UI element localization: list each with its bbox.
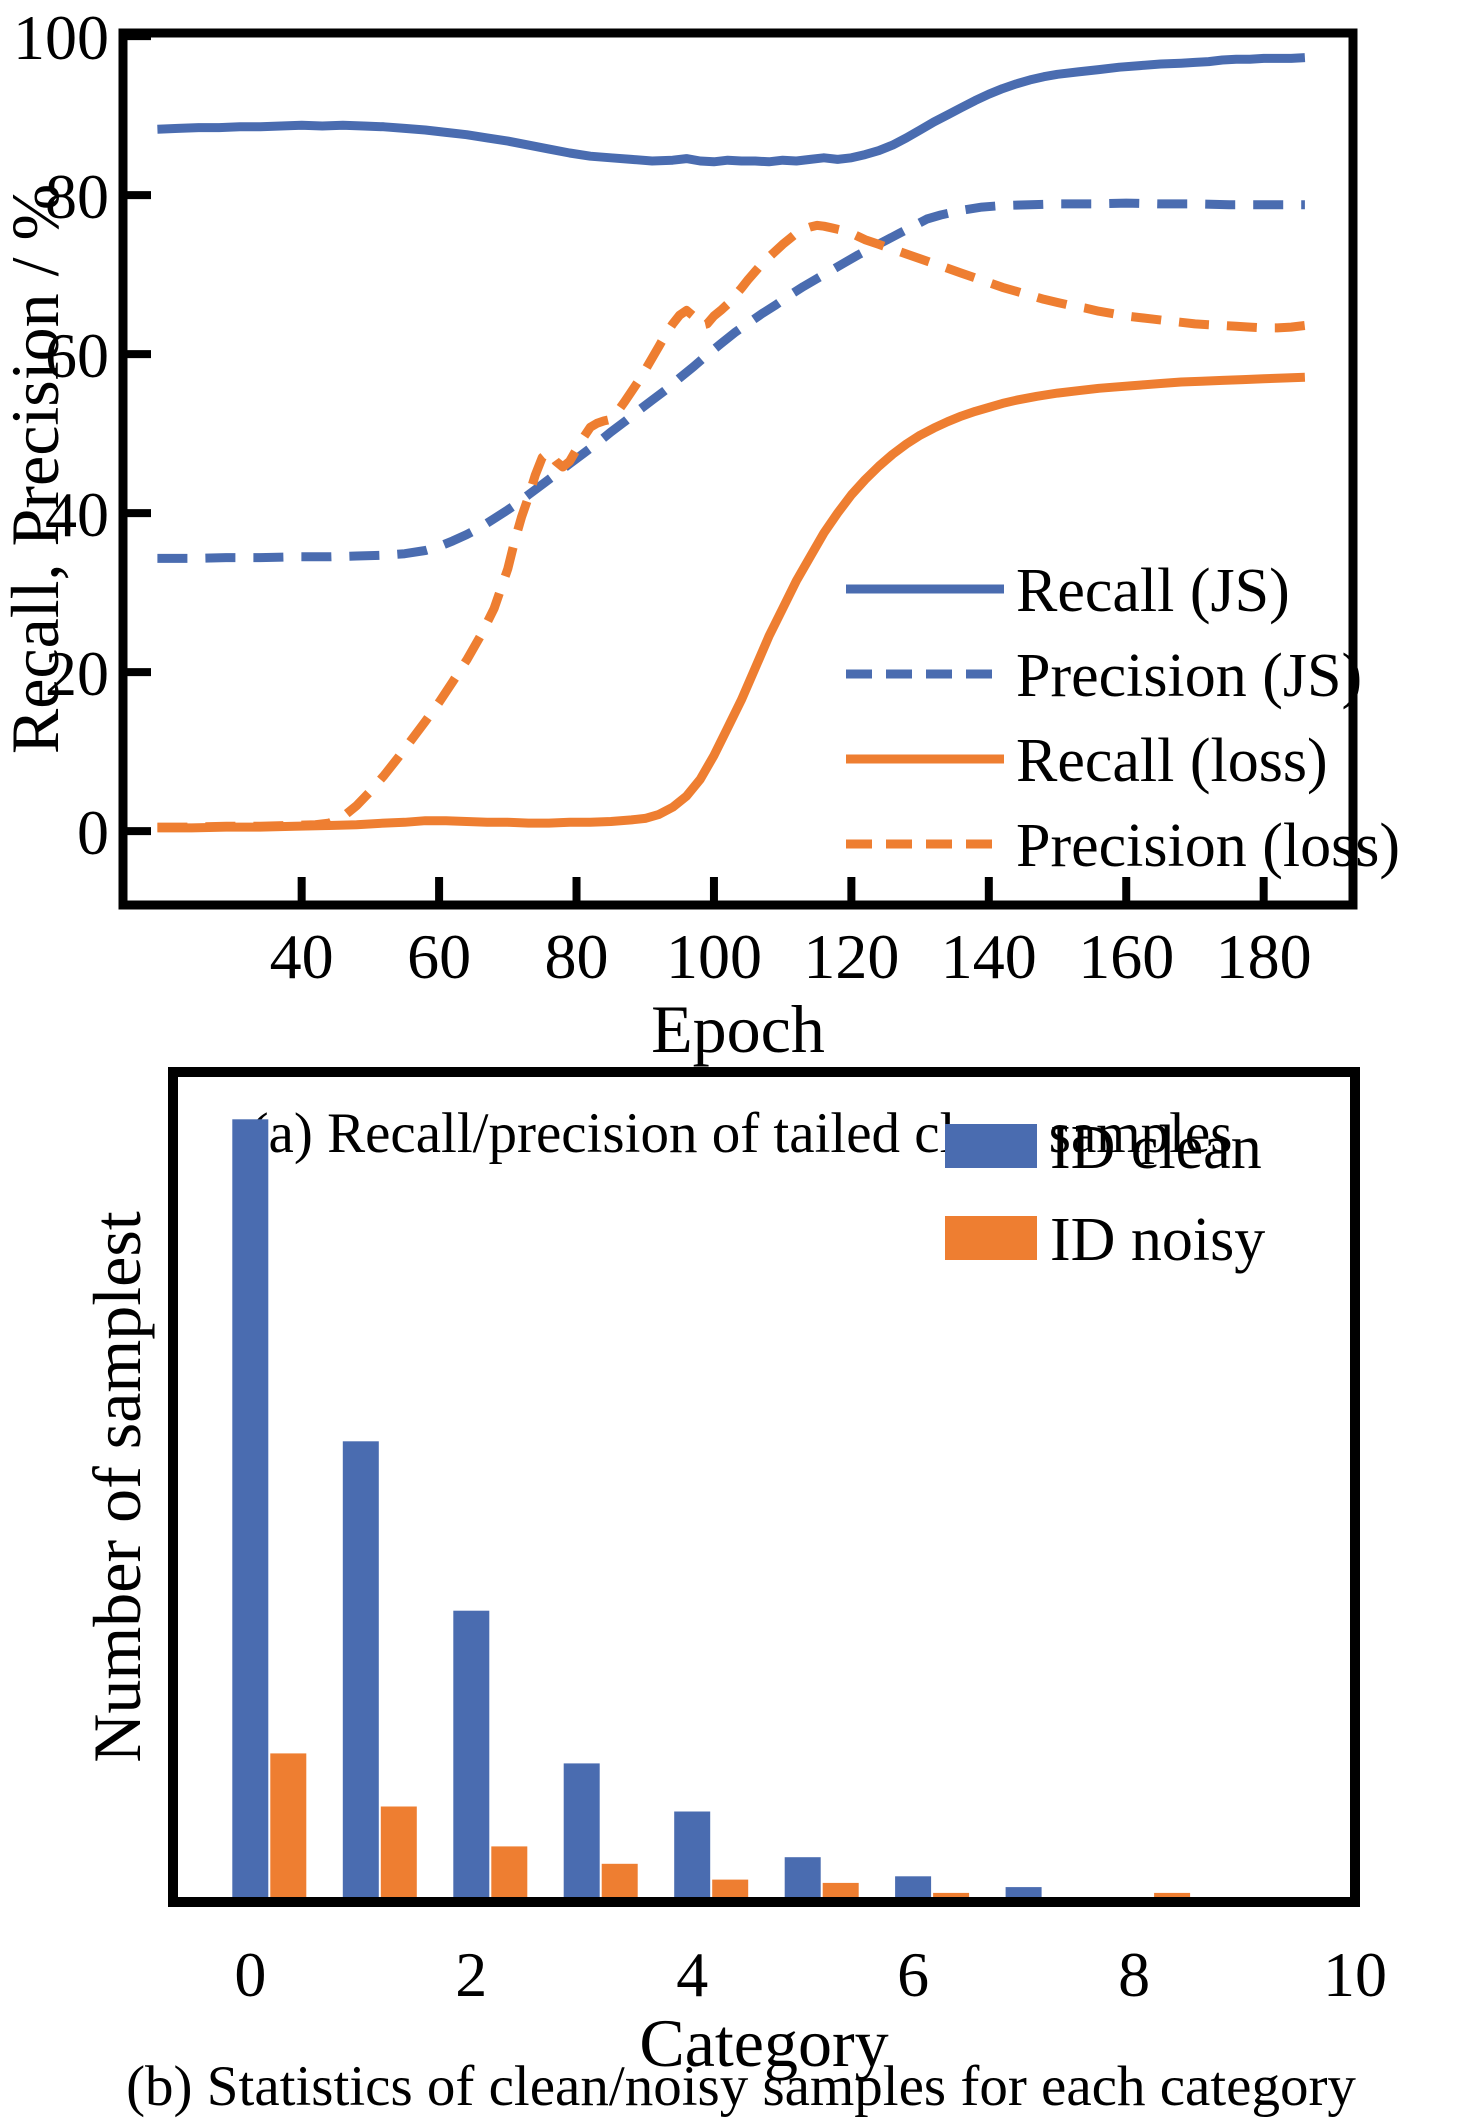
panel-b-y-axis-label: Number of samplest	[79, 1211, 155, 1763]
x-tick-label: 40	[270, 921, 334, 992]
series-line-recall-loss-	[157, 372, 1306, 833]
y-tick-label: 80	[45, 161, 109, 232]
legend-label: Precision (loss)	[1016, 812, 1400, 880]
panel-a-ticks: 40 60 80 100 120 140 160 180 0 20 40 60 80 100	[13, 2, 1312, 992]
panel-b-bar-chart: 0 2 4 6 8 10 ID clean ID noisy Category Number…	[79, 1067, 1387, 2118]
panel-b-legend: ID clean ID noisy	[945, 1114, 1265, 1274]
panel-a-y-axis-label: Recall, Precision / %	[0, 184, 73, 754]
x-tick-label: 80	[545, 921, 609, 992]
panel-b-x-axis-label: Category	[639, 2005, 888, 2081]
bar-id-noisy-4	[712, 1879, 749, 1902]
bar-id-noisy-0	[270, 1753, 307, 1902]
x-tick-label: 0	[234, 1939, 266, 2010]
legend-label: Recall (JS)	[1016, 557, 1290, 625]
legend-label: ID clean	[1050, 1114, 1262, 1182]
panel-a-legend: Recall (JS) Precision (JS) Recall (loss) Pr…	[846, 557, 1400, 880]
panel-a-caption: (a) Recall/precision of tailed clean sam…	[250, 1102, 1233, 1165]
y-tick-label: 100	[13, 2, 109, 73]
panel-b-frame	[168, 1067, 1360, 1907]
bar-id-clean-5	[784, 1857, 821, 1902]
bar-id-clean-3	[563, 1763, 600, 1902]
bar-id-clean-1	[342, 1441, 379, 1902]
legend-swatch	[945, 1124, 1037, 1168]
panel-a-line-chart: 40 60 80 100 120 140 160 180 0 20 40 60 80 100 Recall…	[0, 2, 1400, 1165]
legend-label: ID noisy	[1050, 1206, 1265, 1274]
x-tick-label: 2	[455, 1939, 487, 2010]
legend-label: Precision (JS)	[1016, 642, 1362, 710]
x-tick-label: 4	[676, 1939, 708, 2010]
x-tick-label: 10	[1323, 1939, 1387, 2010]
y-tick-label: 0	[77, 797, 109, 868]
x-tick-label: 160	[1078, 921, 1174, 992]
series-line-recall-js-	[157, 53, 1306, 167]
panel-a-axes-frame	[118, 28, 1358, 910]
x-tick-label: 8	[1118, 1939, 1150, 2010]
bar-id-noisy-2	[491, 1846, 528, 1902]
x-tick-label: 180	[1216, 921, 1312, 992]
series-line-precision-js-	[157, 198, 1305, 563]
bar-id-noisy-1	[380, 1806, 417, 1902]
panel-b-caption: (b) Statistics of clean/noisy samples fo…	[126, 2055, 1356, 2118]
bar-id-clean-0	[232, 1119, 269, 1902]
x-tick-label: 140	[941, 921, 1037, 992]
bar-id-clean-4	[674, 1811, 711, 1902]
bar-id-clean-2	[453, 1610, 490, 1902]
y-tick-label: 20	[45, 638, 109, 709]
x-tick-label: 120	[803, 921, 899, 992]
legend-swatch	[945, 1216, 1037, 1260]
legend-label: Recall (loss)	[1016, 727, 1328, 795]
x-tick-label: 60	[407, 921, 471, 992]
panel-b-axes-frame	[168, 1067, 1360, 1907]
panel-b-ticks: 0 2 4 6 8 10	[234, 1939, 1387, 2010]
panel-a-series	[157, 53, 1306, 833]
panel-a-x-axis-label: Epoch	[651, 991, 825, 1067]
y-tick-label: 40	[45, 479, 109, 550]
x-tick-label: 100	[666, 921, 762, 992]
y-tick-label: 60	[45, 320, 109, 391]
bar-id-noisy-3	[601, 1863, 638, 1902]
x-tick-label: 6	[897, 1939, 929, 2010]
panel-a-frame	[118, 28, 1358, 910]
